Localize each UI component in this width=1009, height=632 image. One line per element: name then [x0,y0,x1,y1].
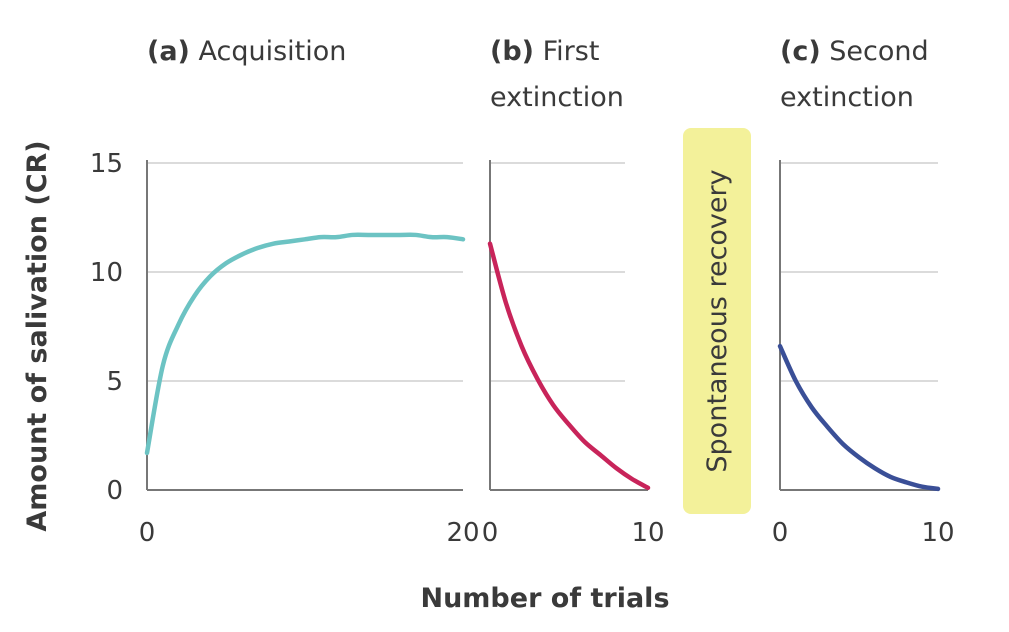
x-tick-label: 20 [446,518,479,548]
panel-title: (c) Second [780,36,929,67]
x-tick-label: 10 [631,518,664,548]
panel-title-line: extinction [780,82,914,113]
spontaneous-recovery-label: Spontaneous recovery [702,169,733,472]
x-tick-label: 0 [482,518,499,548]
series-line-a [144,232,466,456]
panel-title-text: Acquisition [190,36,346,67]
panel-title-text: First [534,36,599,67]
panel-letter: (b) [490,36,534,67]
y-tick-label: 15 [90,149,123,179]
panel-title-text: Second [821,36,929,67]
panel-b: 0 10 (b) First extinction [482,36,665,548]
series-line-b [487,241,651,491]
panel-a: 0 5 10 15 0 20 (a) Acquisition [90,36,480,548]
x-tick-label: 0 [139,518,156,548]
panel-letter: (a) [147,36,190,67]
y-tick-label: 5 [106,367,123,397]
spontaneous-recovery-box [683,128,751,514]
series-line-c [777,343,941,492]
panel-title: (a) Acquisition [147,36,346,67]
x-axis-label: Number of trials [420,583,669,614]
panel-title: (b) First [490,36,599,67]
y-axis-label: Amount of salivation (CR) [22,140,53,531]
panel-title-line: extinction [490,82,624,113]
panel-letter: (c) [780,36,821,67]
panel-c: 0 10 (c) Second extinction [772,36,955,548]
x-tick-label: 10 [921,518,954,548]
x-tick-label: 0 [772,518,789,548]
y-tick-label: 0 [106,476,123,506]
y-tick-label: 10 [90,258,123,288]
